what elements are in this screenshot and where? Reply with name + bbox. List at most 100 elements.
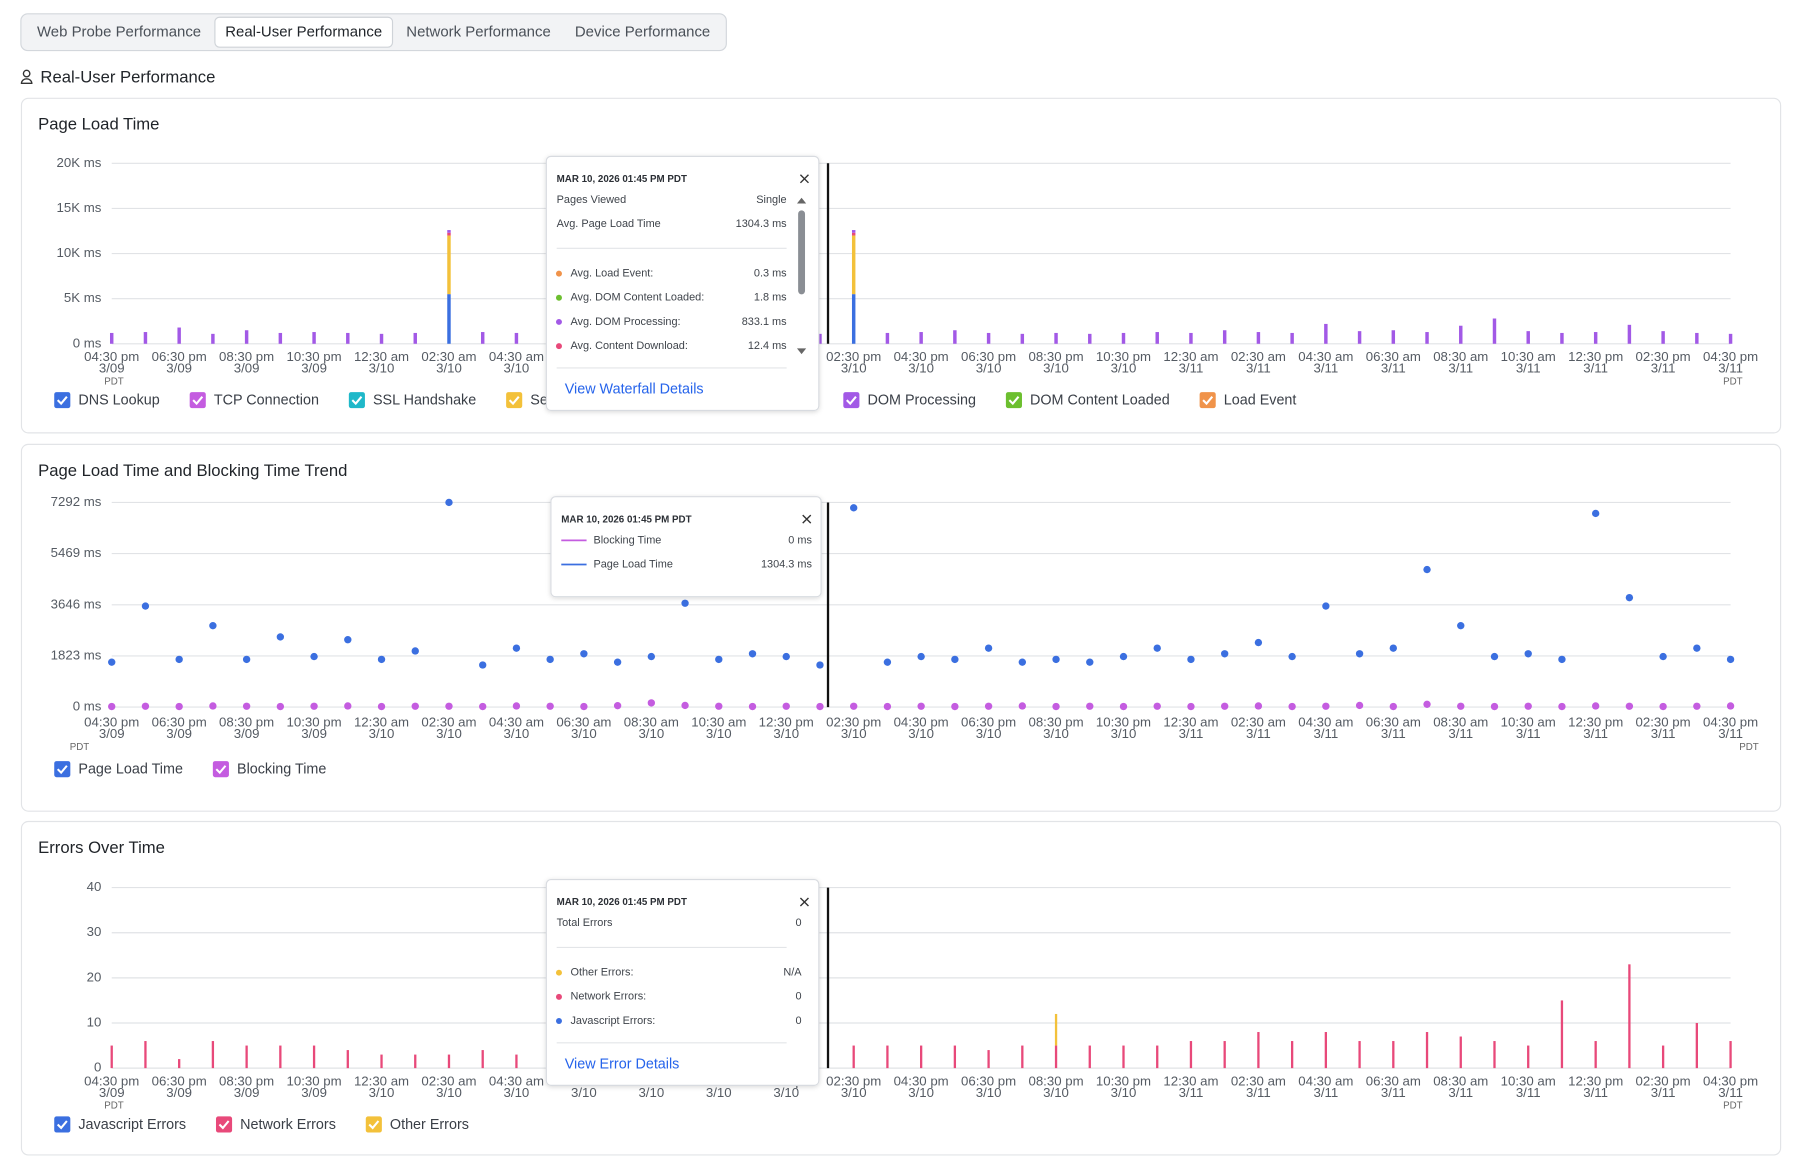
legend-check[interactable] (508, 396, 520, 406)
x-tick-date: 3/10 (841, 361, 867, 376)
bar-segment (1021, 1045, 1024, 1069)
scroll-down[interactable] (796, 348, 807, 355)
tooltip-link[interactable]: View Error Details (565, 1056, 680, 1072)
legend-check[interactable] (215, 765, 227, 775)
tab-label[interactable]: Network Performance (406, 24, 550, 41)
bar-segment (919, 1045, 923, 1069)
legend-check[interactable] (846, 396, 857, 406)
legend-check[interactable] (351, 396, 363, 406)
tooltip: MAR 10, 2026 01:45 PM PDT Blocking Time 0 … (550, 496, 822, 598)
legend-check[interactable] (218, 1120, 230, 1130)
legend-label[interactable]: Javascript Errors (78, 1117, 186, 1133)
legend-checkbox[interactable] (506, 392, 523, 409)
legend-check[interactable] (56, 1120, 68, 1130)
point (917, 652, 925, 661)
legend-check[interactable] (1202, 396, 1214, 406)
point (1288, 702, 1296, 711)
section-title: Real-User Performance (40, 68, 215, 87)
bar-segment (1526, 331, 1530, 344)
point (1591, 509, 1600, 518)
point (580, 650, 588, 658)
x-tick-date: 3/09 (166, 1085, 192, 1100)
legend-label[interactable]: SSL Handshake (373, 392, 476, 408)
point (1693, 702, 1701, 710)
bar-segment (1020, 333, 1025, 344)
legend-checkbox[interactable] (843, 392, 860, 409)
legend-label[interactable]: Blocking Time (237, 762, 326, 778)
point (1052, 702, 1060, 711)
x-tick-date: 3/11 (1718, 1085, 1743, 1100)
legend-check[interactable] (368, 1120, 380, 1130)
legend-checkbox[interactable] (54, 1116, 71, 1133)
point (850, 702, 858, 710)
bar-segment (380, 1054, 383, 1069)
timezone-label: PDT (1723, 1101, 1743, 1112)
x-tick-date: 3/10 (436, 1085, 462, 1100)
legend-label[interactable]: Page Load Time (78, 762, 183, 778)
legend-label[interactable]: Load Event (1224, 392, 1297, 408)
point (1659, 702, 1667, 711)
x-tick-time: 06:30 pm (152, 715, 207, 730)
point (1187, 655, 1195, 664)
tab-label[interactable]: Real-User Performance (225, 24, 382, 41)
legend-label[interactable]: DNS Lookup (78, 392, 159, 408)
tooltip-close[interactable] (799, 174, 809, 184)
tab[interactable] (214, 16, 394, 48)
scroll-thumb[interactable] (798, 210, 806, 295)
x-tick-date: 3/10 (773, 726, 799, 741)
legend-checkbox[interactable] (1005, 392, 1022, 409)
point (411, 702, 419, 710)
legend-check[interactable] (192, 396, 204, 406)
x-tick-date: 3/10 (1111, 361, 1137, 376)
legend-checkbox[interactable] (54, 761, 71, 778)
legend-label[interactable]: TCP Connection (214, 392, 319, 408)
point (647, 652, 656, 661)
bar-segment (312, 332, 316, 344)
legend-check[interactable] (56, 396, 68, 406)
point (310, 652, 318, 661)
legend-check[interactable] (1008, 396, 1020, 406)
x-tick-time: 10:30 pm (1096, 715, 1151, 730)
bar-segment (1189, 1041, 1193, 1069)
point (984, 702, 993, 710)
legend-checkbox[interactable] (365, 1116, 382, 1133)
tooltip-link[interactable]: View Waterfall Details (565, 382, 704, 398)
x-tick-date: 3/11 (1448, 726, 1473, 741)
x-tick-time: 10:30 am (691, 715, 746, 730)
y-tick-label: 10K ms (57, 245, 102, 260)
bar-segment (1560, 332, 1564, 344)
tooltip-close[interactable] (802, 514, 812, 524)
legend-label[interactable]: Network Errors (240, 1117, 336, 1133)
x-tick-time: 10:30 pm (287, 349, 342, 364)
point (715, 655, 723, 664)
tooltip-close[interactable] (799, 897, 809, 907)
legend-check[interactable] (56, 765, 68, 775)
legend-label[interactable]: DOM Processing (867, 392, 976, 408)
legend-label[interactable]: DOM Content Loaded (1030, 392, 1170, 408)
tab-label[interactable]: Web Probe Performance (37, 24, 201, 41)
tooltip-label: Network Errors: (570, 991, 646, 1003)
bar-segment (851, 235, 856, 295)
tooltip-label: Avg. Page Load Time (557, 218, 661, 230)
bar-segment (447, 235, 451, 295)
bar-segment (211, 333, 215, 344)
point (1423, 565, 1431, 574)
x-tick-date: 3/11 (1381, 1085, 1406, 1100)
tab-label[interactable]: Device Performance (575, 24, 710, 41)
legend-label[interactable]: Other Errors (390, 1117, 469, 1133)
point (512, 702, 521, 710)
legend-checkbox[interactable] (189, 392, 206, 409)
legend-checkbox[interactable] (212, 761, 229, 778)
x-tick-time: 10:30 pm (287, 1073, 342, 1088)
scroll-up[interactable] (796, 197, 807, 204)
legend-checkbox[interactable] (348, 392, 365, 409)
x-tick-time: 04:30 pm (1703, 1073, 1758, 1088)
point (715, 702, 723, 710)
bar-segment (379, 333, 384, 344)
legend-checkbox[interactable] (215, 1116, 233, 1133)
legend-checkbox[interactable] (1199, 392, 1216, 409)
bar-segment (143, 332, 148, 344)
x-tick-date: 3/09 (301, 361, 327, 376)
legend-checkbox[interactable] (54, 392, 71, 409)
x-tick-date: 3/10 (706, 726, 732, 741)
